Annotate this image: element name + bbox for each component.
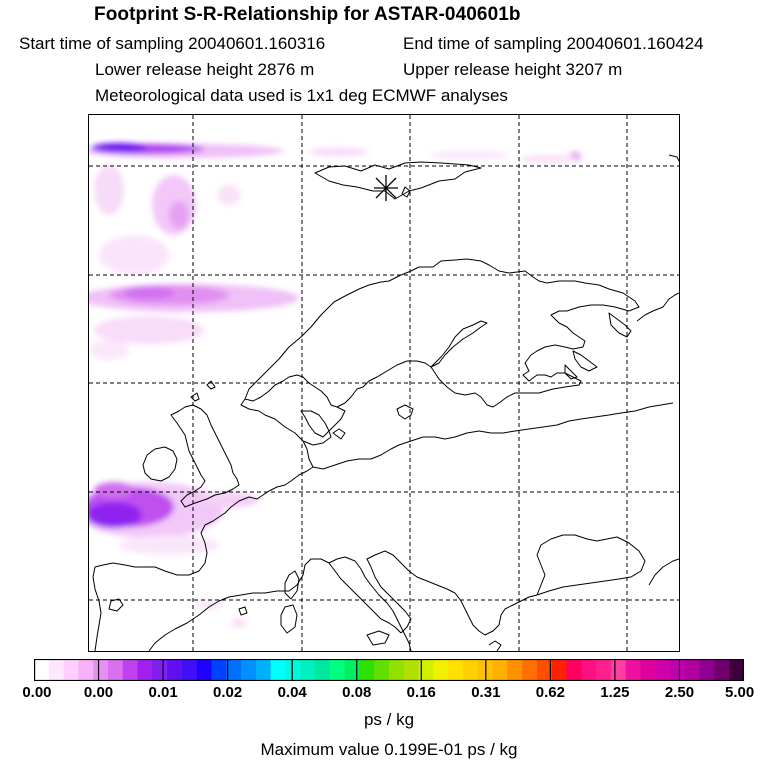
colorbar-segment — [596, 659, 612, 681]
colorbar-segment — [285, 659, 301, 681]
colorbar-segment — [670, 659, 686, 681]
colorbar-segment — [714, 659, 730, 681]
colorbar-tick-label: 0.02 — [213, 684, 243, 701]
colorbar-segment — [462, 659, 479, 681]
colorbar-segment — [48, 659, 65, 681]
colorbar-tick-label: 0.31 — [471, 684, 501, 701]
colorbar-segment — [729, 659, 744, 681]
colorbar-segment — [63, 659, 79, 681]
maximum-value-label: Maximum value 0.199E-01 ps / kg — [260, 740, 518, 759]
colorbar-segment — [610, 659, 627, 681]
colorbar-segment — [107, 659, 124, 681]
meteorological-data-label: Meteorological data used is 1x1 deg ECMW… — [95, 86, 508, 105]
coastlines — [92, 154, 679, 651]
colorbar-tick-label: 0.08 — [342, 684, 372, 701]
colorbar-segment — [226, 659, 242, 681]
lower-release-height-label: Lower release height 2876 m — [95, 60, 315, 79]
colorbar-tick-label: 5.00 — [725, 684, 755, 701]
figure-title: Footprint S-R-Relationship for ASTAR-040… — [94, 4, 521, 25]
colorbar-segment — [255, 659, 272, 681]
colorbar-segment — [167, 659, 183, 681]
colorbar — [34, 659, 744, 681]
colorbar-segment — [448, 659, 464, 681]
colorbar-segment — [418, 659, 434, 681]
colorbar-tick-label: 1.25 — [600, 684, 630, 701]
colorbar-segment — [433, 659, 449, 681]
colorbar-tick-label: 0.62 — [535, 684, 565, 701]
colorbar-segment — [344, 659, 360, 681]
colorbar-segment — [181, 659, 198, 681]
colorbar-segment — [403, 659, 420, 681]
colorbar-segment — [211, 659, 227, 681]
colorbar-segment — [78, 659, 94, 681]
colorbar-segment — [551, 659, 567, 681]
footprint-plumes — [89, 143, 581, 627]
colorbar-segment — [359, 659, 375, 681]
colorbar-segment — [655, 659, 671, 681]
colorbar-segment — [300, 659, 316, 681]
colorbar-tick-label: 0.16 — [406, 684, 436, 701]
colorbar-segment — [122, 659, 139, 681]
colorbar-segment — [492, 659, 508, 681]
colorbar-segment — [152, 659, 168, 681]
colorbar-segment — [329, 659, 346, 681]
colorbar-segment — [699, 659, 715, 681]
asterisk-icon — [374, 175, 398, 201]
footprint-map — [88, 114, 680, 652]
colorbar-tick-label: 0.00 — [83, 684, 114, 701]
colorbar-segment — [196, 659, 212, 681]
colorbar-border — [34, 659, 744, 681]
colorbar-segment — [684, 659, 701, 681]
colorbar-tick-label: 0.01 — [148, 684, 178, 701]
colorbar-segment — [93, 659, 109, 681]
colorbar-segment — [270, 659, 286, 681]
colorbar-segment — [389, 659, 405, 681]
colorbar-tick-label: 0.00 — [22, 684, 52, 701]
colorbar-segment — [374, 659, 390, 681]
colorbar-segment — [137, 659, 153, 681]
colorbar-tick-label: 2.50 — [664, 684, 695, 701]
colorbar-tick-label: 0.04 — [277, 684, 307, 701]
start-time-label: Start time of sampling 20040601.160316 — [19, 34, 326, 53]
end-time-label: End time of sampling 20040601.160424 — [403, 34, 704, 53]
colorbar-segment — [581, 659, 597, 681]
colorbar-segment — [507, 659, 523, 681]
upper-release-height-label: Upper release height 3207 m — [403, 60, 623, 79]
colorbar-unit-label: ps / kg — [363, 710, 415, 729]
colorbar-segment — [315, 659, 331, 681]
colorbar-segment — [536, 659, 553, 681]
colorbar-segment — [34, 659, 50, 681]
colorbar-segment — [640, 659, 656, 681]
colorbar-segment — [241, 659, 257, 681]
colorbar-segment — [625, 659, 641, 681]
colorbar-segment — [522, 659, 538, 681]
colorbar-segment — [566, 659, 582, 681]
